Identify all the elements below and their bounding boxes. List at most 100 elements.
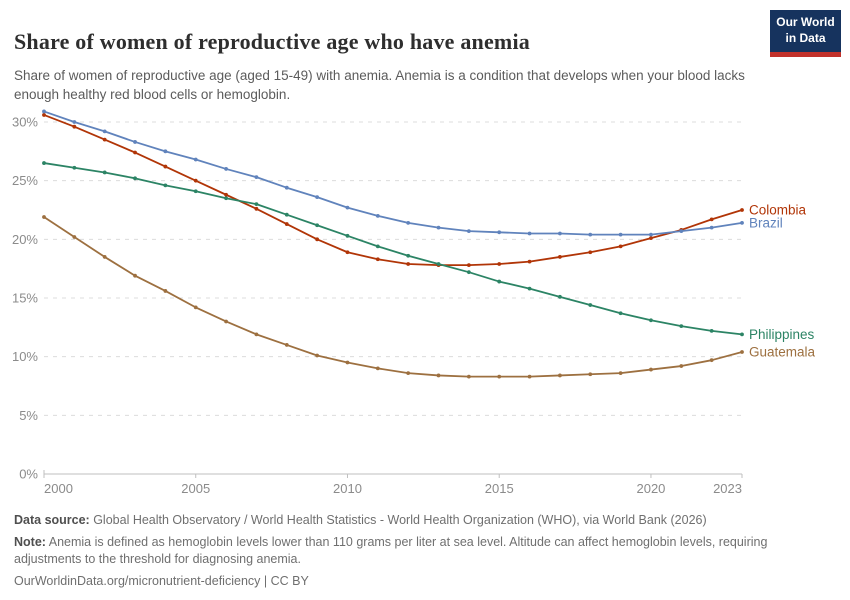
data-point-philippines[interactable]	[163, 183, 168, 188]
series-line-brazil[interactable]	[43, 110, 743, 236]
data-point-guatemala[interactable]	[527, 374, 532, 379]
data-point-colombia[interactable]	[42, 113, 46, 117]
series-end-label-philippines[interactable]: Philippines	[749, 327, 815, 342]
data-point-brazil[interactable]	[588, 232, 593, 237]
data-point-guatemala[interactable]	[436, 373, 441, 378]
data-point-brazil[interactable]	[315, 195, 320, 199]
series-end-label-guatemala[interactable]: Guatemala	[749, 344, 816, 359]
series-end-label-colombia[interactable]: Colombia	[749, 203, 807, 218]
data-point-brazil[interactable]	[42, 109, 46, 114]
data-point-colombia[interactable]	[558, 255, 562, 259]
data-point-guatemala[interactable]	[497, 374, 502, 379]
data-point-guatemala[interactable]	[72, 235, 77, 239]
data-point-brazil[interactable]	[406, 221, 411, 225]
data-point-colombia[interactable]	[72, 124, 77, 129]
series-end-label-brazil[interactable]: Brazil	[749, 215, 783, 230]
data-point-guatemala[interactable]	[466, 374, 471, 379]
data-point-brazil[interactable]	[163, 149, 168, 154]
data-point-guatemala[interactable]	[315, 353, 320, 358]
data-point-philippines[interactable]	[72, 165, 77, 170]
data-point-philippines[interactable]	[133, 176, 137, 181]
data-point-colombia[interactable]	[497, 262, 502, 266]
data-point-guatemala[interactable]	[345, 360, 350, 365]
data-point-colombia[interactable]	[406, 262, 411, 266]
data-point-guatemala[interactable]	[406, 371, 411, 375]
data-point-brazil[interactable]	[497, 230, 502, 235]
data-point-colombia[interactable]	[254, 206, 259, 211]
data-point-colombia[interactable]	[709, 217, 714, 222]
data-point-philippines[interactable]	[740, 332, 744, 337]
data-point-philippines[interactable]	[588, 303, 593, 307]
data-point-guatemala[interactable]	[375, 366, 380, 371]
data-point-brazil[interactable]	[72, 120, 77, 124]
data-point-colombia[interactable]	[284, 222, 289, 226]
data-point-brazil[interactable]	[133, 140, 137, 144]
data-point-brazil[interactable]	[284, 185, 289, 190]
data-point-brazil[interactable]	[466, 229, 471, 234]
data-point-colombia[interactable]	[193, 178, 198, 183]
data-point-philippines[interactable]	[558, 294, 562, 299]
data-point-colombia[interactable]	[224, 192, 228, 197]
data-point-philippines[interactable]	[224, 196, 228, 201]
data-point-philippines[interactable]	[315, 223, 320, 228]
series-line-colombia[interactable]	[43, 114, 743, 267]
data-point-philippines[interactable]	[102, 170, 107, 175]
data-point-philippines[interactable]	[649, 318, 653, 323]
data-point-guatemala[interactable]	[163, 289, 168, 293]
data-point-guatemala[interactable]	[42, 215, 46, 219]
data-point-colombia[interactable]	[618, 244, 623, 249]
series-line-guatemala[interactable]	[43, 216, 743, 378]
data-point-philippines[interactable]	[193, 189, 198, 194]
data-point-colombia[interactable]	[102, 137, 107, 142]
data-point-colombia[interactable]	[466, 263, 471, 268]
data-point-guatemala[interactable]	[618, 371, 623, 375]
data-point-guatemala[interactable]	[649, 367, 653, 372]
data-point-philippines[interactable]	[497, 279, 502, 284]
citation-link-line[interactable]: OurWorldinData.org/micronutrient-deficie…	[14, 573, 820, 589]
data-point-philippines[interactable]	[406, 253, 411, 258]
data-point-brazil[interactable]	[436, 225, 441, 230]
data-point-guatemala[interactable]	[224, 319, 228, 324]
data-point-brazil[interactable]	[254, 175, 259, 180]
data-point-guatemala[interactable]	[284, 343, 289, 347]
data-point-guatemala[interactable]	[133, 273, 137, 278]
data-point-brazil[interactable]	[375, 213, 380, 218]
data-point-guatemala[interactable]	[588, 372, 593, 377]
data-point-colombia[interactable]	[163, 164, 168, 169]
owid-logo[interactable]: Our World in Data	[770, 10, 841, 57]
data-point-philippines[interactable]	[679, 324, 684, 329]
data-point-guatemala[interactable]	[709, 358, 714, 363]
data-point-guatemala[interactable]	[254, 332, 259, 337]
data-point-brazil[interactable]	[679, 229, 684, 234]
data-point-brazil[interactable]	[649, 232, 653, 237]
data-point-colombia[interactable]	[375, 257, 380, 262]
data-point-colombia[interactable]	[588, 250, 593, 255]
data-point-brazil[interactable]	[527, 231, 532, 236]
data-point-guatemala[interactable]	[558, 373, 562, 378]
data-point-colombia[interactable]	[649, 236, 653, 241]
data-point-philippines[interactable]	[436, 262, 441, 266]
data-point-philippines[interactable]	[375, 244, 380, 249]
data-point-brazil[interactable]	[345, 205, 350, 210]
data-point-brazil[interactable]	[224, 167, 228, 171]
data-point-philippines[interactable]	[254, 202, 259, 207]
data-point-brazil[interactable]	[618, 232, 623, 237]
data-point-philippines[interactable]	[42, 161, 46, 165]
data-point-colombia[interactable]	[133, 150, 137, 155]
series-line-philippines[interactable]	[43, 162, 743, 336]
data-point-philippines[interactable]	[284, 212, 289, 217]
data-point-brazil[interactable]	[740, 221, 744, 225]
data-point-brazil[interactable]	[558, 231, 562, 236]
data-point-brazil[interactable]	[709, 225, 714, 230]
data-point-colombia[interactable]	[740, 208, 744, 212]
data-point-colombia[interactable]	[527, 259, 532, 264]
data-point-guatemala[interactable]	[679, 364, 684, 368]
data-point-guatemala[interactable]	[740, 350, 744, 354]
data-point-brazil[interactable]	[102, 129, 107, 134]
data-point-guatemala[interactable]	[193, 305, 198, 310]
data-point-philippines[interactable]	[618, 311, 623, 316]
data-point-philippines[interactable]	[345, 233, 350, 238]
data-point-colombia[interactable]	[315, 237, 320, 242]
data-point-colombia[interactable]	[345, 250, 350, 255]
